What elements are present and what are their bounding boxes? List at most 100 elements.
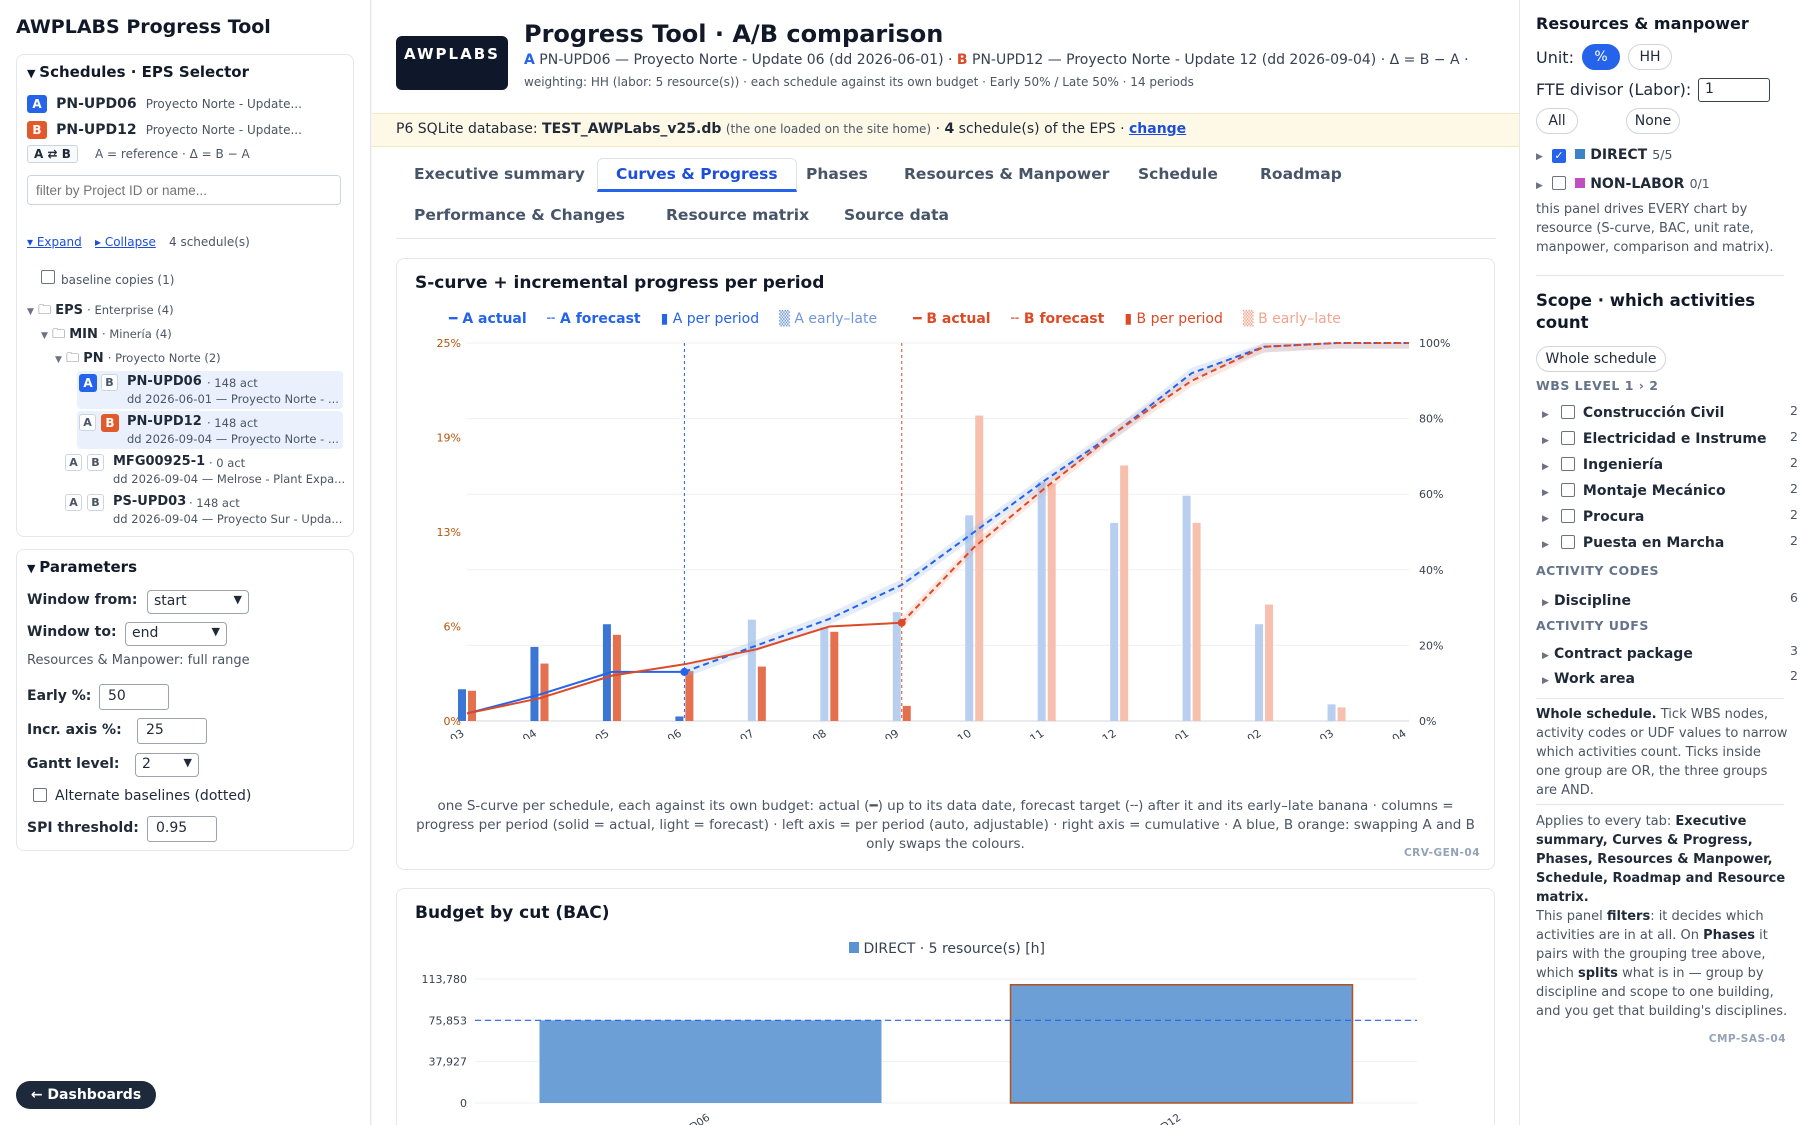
select-none-button[interactable]: None [1626, 108, 1680, 134]
resource-nonlabor-row[interactable]: ▶ NON-LABOR 0/1 [1536, 176, 1710, 192]
tab-resources-manpower[interactable]: Resources & Manpower [904, 165, 1110, 183]
unit-hh-button[interactable]: HH [1628, 44, 1672, 70]
window-from-select[interactable]: start ▼ [147, 590, 249, 614]
tab-phases[interactable]: Phases [806, 165, 868, 183]
leaf-b-pill[interactable]: B [101, 374, 118, 391]
wbs-label: Puesta en Marcha [1582, 535, 1725, 551]
bar-a-2026-12 [1110, 522, 1119, 721]
change-db-link[interactable]: change [1128, 121, 1187, 137]
legend-a-actual[interactable]: ━ A actual [449, 311, 527, 327]
right-panel: Resources & manpower Unit: % HH FTE divi… [1519, 0, 1800, 1125]
bar-b-2026-12 [1120, 465, 1129, 721]
leaf-a-pill[interactable]: A [79, 414, 96, 431]
divider [1536, 698, 1784, 699]
x-tick-label: 2026-08 [784, 727, 829, 739]
wbs-checkbox[interactable] [1560, 509, 1575, 523]
nonlabor-checkbox[interactable] [1552, 176, 1567, 190]
bac-legend[interactable]: DIRECT · 5 resource(s) [h] [849, 941, 1045, 957]
x-tick-label: 2027-03 [1291, 727, 1336, 739]
resource-direct-row[interactable]: ▶ ✓ DIRECT 5/5 [1536, 147, 1673, 163]
leaf-a-selected-pill[interactable]: A [79, 374, 97, 392]
legend-a-per-period[interactable]: ▮ A per period [660, 311, 760, 327]
wbs-checkbox[interactable] [1560, 457, 1575, 471]
tree-node-min[interactable]: ▼ 🗀 MIN · Minería (4) [41, 327, 172, 342]
alternate-baselines-checkbox[interactable] [33, 788, 47, 802]
tree-leaf-pn-upd12[interactable]: A B PN-UPD12 · 148 act dd 2026-09-04 — P… [77, 411, 343, 449]
leaf-a-pill[interactable]: A [65, 494, 82, 511]
divider [1536, 275, 1784, 276]
legend-b-early-late[interactable]: ▒ B early–late [1242, 311, 1341, 327]
wbs-checkbox[interactable] [1560, 431, 1575, 445]
tab-divider [396, 238, 1496, 239]
whole-schedule-button[interactable]: Whole schedule [1536, 346, 1666, 372]
expand-link[interactable]: ▾ Expand [27, 235, 82, 249]
code-row-discipline[interactable]: ▶ Discipline 6 [1542, 590, 1798, 609]
folder-icon: 🗀 [52, 327, 66, 342]
expand-triangle-icon: ▶ [1542, 410, 1549, 420]
spi-threshold-input[interactable]: 0.95 [147, 816, 217, 842]
ab-description: A PN-UPD06 — Proyecto Norte - Update 06 … [524, 52, 1469, 68]
tree-node-eps[interactable]: ▼ 🗀 EPS · Enterprise (4) [27, 303, 174, 318]
udf-row-work-area[interactable]: ▶ Work area 2 [1542, 668, 1798, 687]
tree-node-pn[interactable]: ▼ 🗀 PN · Proyecto Norte (2) [55, 351, 221, 366]
bar-a-2027-02 [1255, 624, 1264, 721]
wbs-row[interactable]: ▶ Construcción Civil 2 [1542, 402, 1798, 421]
expand-triangle-icon: ▶ [1536, 152, 1543, 162]
legend-b-forecast[interactable]: ╌ B forecast [1010, 311, 1105, 327]
tree-leaf-ps-upd03[interactable]: A B PS-UPD03 · 148 act dd 2026-09-04 — P… [63, 491, 343, 529]
right-axis-tick-label: 60% [1419, 488, 1443, 501]
parameters-header[interactable]: ▼ Parameters [27, 558, 138, 576]
eps-panel-header[interactable]: ▼ Schedules · EPS Selector [27, 63, 249, 81]
wbs-row[interactable]: ▶ Puesta en Marcha 2 [1542, 532, 1798, 551]
wbs-row[interactable]: ▶ Ingeniería 2 [1542, 454, 1798, 473]
direct-checkbox-checked[interactable]: ✓ [1552, 149, 1567, 163]
legend-b-actual[interactable]: ━ B actual [913, 311, 991, 327]
wbs-checkbox[interactable] [1560, 405, 1575, 419]
legend-b-per-period[interactable]: ▮ B per period [1124, 311, 1223, 327]
expand-triangle-icon: ▶ [1542, 436, 1549, 446]
wbs-checkbox[interactable] [1560, 483, 1575, 497]
wbs-label: Electricidad e Instrume [1582, 431, 1767, 447]
dashboards-button[interactable]: ← Dashboards [16, 1081, 156, 1109]
leaf-b-pill[interactable]: B [87, 494, 104, 511]
collapse-link[interactable]: ▸ Collapse [95, 235, 156, 249]
tab-roadmap[interactable]: Roadmap [1260, 165, 1342, 183]
early-input[interactable]: 50 [99, 684, 169, 710]
swap-ab-button[interactable]: A ⇄ B [27, 145, 78, 163]
window-to-select[interactable]: end ▼ [125, 622, 227, 646]
leaf-b-pill[interactable]: B [87, 454, 104, 471]
selected-a-row[interactable]: A PN-UPD06 Proyecto Norte - Update... [27, 93, 302, 113]
line-a-actual [466, 670, 685, 715]
tab-performance-changes[interactable]: Performance & Changes [414, 206, 625, 224]
tab-source-data[interactable]: Source data [844, 206, 950, 224]
gantt-level-select[interactable]: 2 ▼ [135, 753, 199, 777]
wbs-row[interactable]: ▶ Electricidad e Instrume 2 [1542, 428, 1798, 447]
legend-a-early-late[interactable]: ▒ A early–late [779, 311, 878, 327]
wbs-row[interactable]: ▶ Procura 2 [1542, 506, 1798, 525]
leaf-a-pill[interactable]: A [65, 454, 82, 471]
select-all-button[interactable]: All [1536, 108, 1578, 134]
incr-axis-input[interactable]: 25 [137, 718, 207, 744]
bar-a-2027-03 [1327, 704, 1336, 721]
udf-row-contract-package[interactable]: ▶ Contract package 3 [1542, 643, 1798, 662]
schedule-filter-input[interactable] [27, 175, 341, 205]
unit-percent-button[interactable]: % [1582, 44, 1620, 70]
tab-schedule[interactable]: Schedule [1138, 165, 1218, 183]
bar-a-2026-09 [892, 612, 901, 721]
tab-resource-matrix[interactable]: Resource matrix [666, 206, 810, 224]
baseline-copies-checkbox[interactable] [41, 270, 55, 284]
tree-leaf-mfg00925[interactable]: A B MFG00925-1 · 0 act dd 2026-09-04 — M… [63, 451, 345, 489]
tab-curves-progress[interactable]: Curves & Progress [597, 158, 797, 192]
legend-swatch [849, 942, 859, 953]
fte-input[interactable]: 1 [1698, 78, 1770, 102]
wbs-checkbox[interactable] [1560, 535, 1575, 549]
legend-a-forecast[interactable]: ╌ A forecast [546, 311, 641, 327]
tree-leaf-pn-upd06[interactable]: A B PN-UPD06 · 148 act dd 2026-06-01 — P… [77, 371, 343, 409]
bar-a-2026-07 [747, 619, 756, 721]
alternate-baselines-label: Alternate baselines (dotted) [55, 788, 252, 804]
wbs-row[interactable]: ▶ Montaje Mecánico 2 [1542, 480, 1798, 499]
left-axis-tick-label: 25% [437, 337, 461, 350]
leaf-b-selected-pill[interactable]: B [101, 414, 119, 432]
selected-b-row[interactable]: B PN-UPD12 Proyecto Norte - Update... [27, 119, 302, 139]
tab-executive-summary[interactable]: Executive summary [414, 165, 585, 183]
